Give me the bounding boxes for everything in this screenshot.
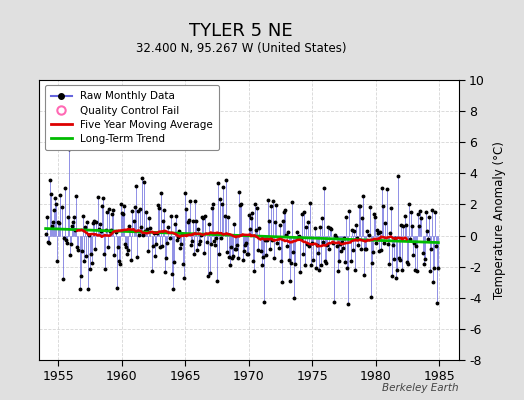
Legend: Raw Monthly Data, Quality Control Fail, Five Year Moving Average, Long-Term Tren: Raw Monthly Data, Quality Control Fail, … (45, 85, 219, 150)
Text: 32.400 N, 95.267 W (United States): 32.400 N, 95.267 W (United States) (136, 42, 346, 55)
Text: Berkeley Earth: Berkeley Earth (382, 383, 458, 393)
Y-axis label: Temperature Anomaly (°C): Temperature Anomaly (°C) (493, 141, 506, 299)
Text: TYLER 5 NE: TYLER 5 NE (189, 22, 293, 40)
